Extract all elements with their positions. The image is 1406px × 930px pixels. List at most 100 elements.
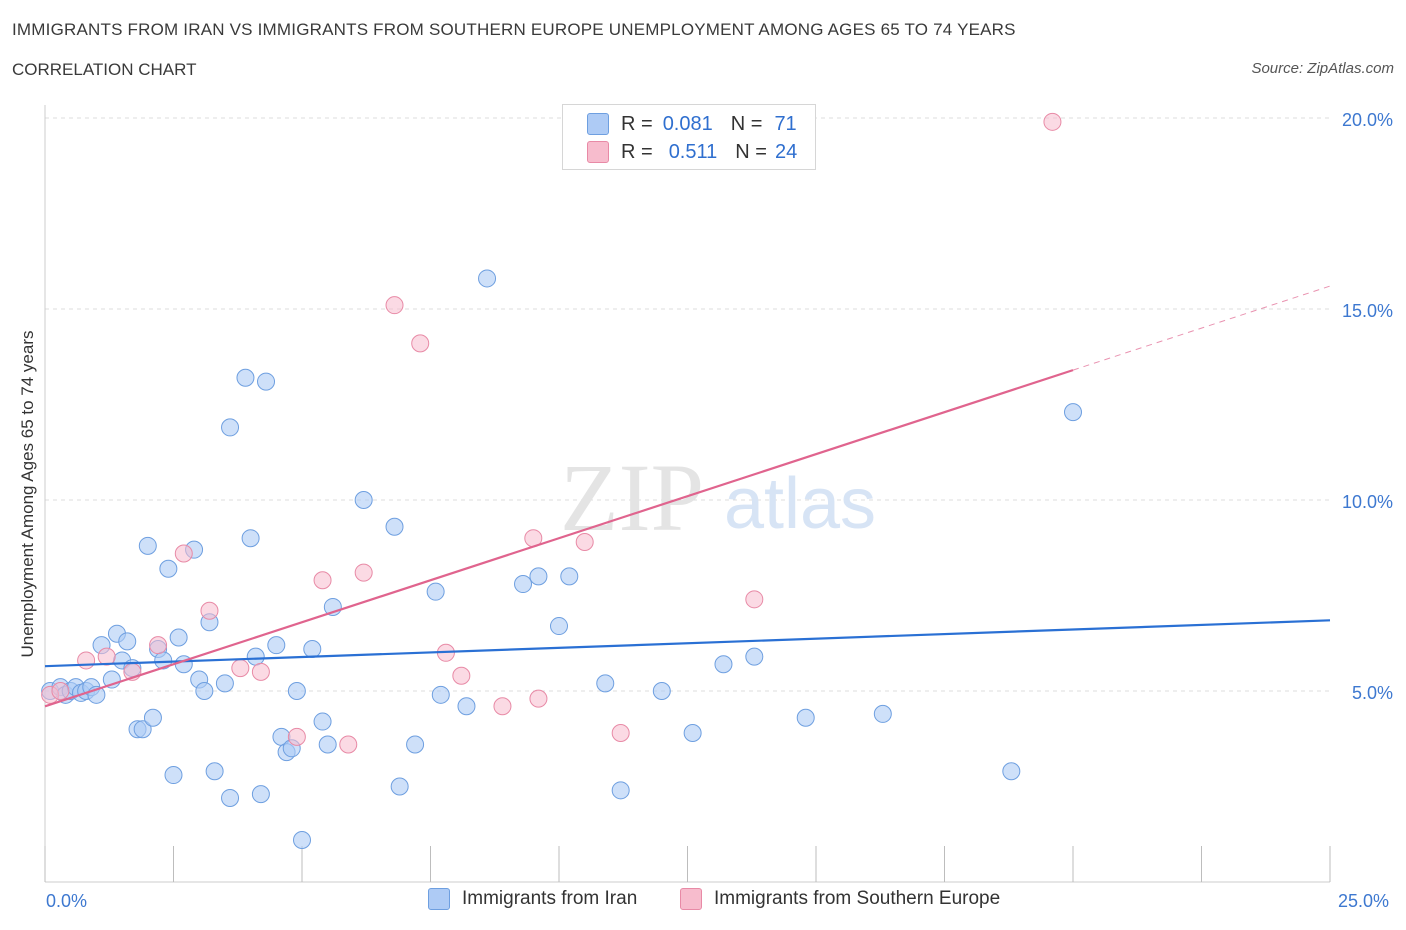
legend-item-southern-europe: Immigrants from Southern Europe [680, 888, 1000, 910]
iran-point [385, 517, 404, 536]
iran-point [560, 567, 579, 586]
grid-layer [45, 117, 1330, 692]
iran-point [596, 674, 615, 693]
southern-europe-point [251, 662, 270, 681]
iran-point [1002, 762, 1021, 781]
y-tick-label: 10.0% [1342, 492, 1393, 512]
iran-point [529, 567, 548, 586]
legend-swatch-southern-europe [587, 141, 609, 163]
southern-europe-point [231, 659, 250, 678]
southern-europe-point [97, 647, 116, 666]
legend-n-value: 71 [774, 112, 797, 135]
legend-swatch-iran [587, 113, 609, 135]
iran-point [246, 647, 265, 666]
iran-point [354, 491, 373, 509]
iran-trend-line [44, 619, 1331, 668]
iran-point [745, 647, 764, 666]
y-tick-labels: 5.0% 10.0% 15.0% 20.0% [1342, 110, 1393, 703]
iran-point [683, 724, 702, 743]
southern-europe-point [339, 735, 358, 754]
series-legend: Immigrants from Iran Immigrants from Sou… [0, 888, 1406, 918]
iran-point [251, 785, 270, 804]
iran-point [293, 830, 311, 849]
southern-europe-point [385, 296, 404, 315]
iran-point [426, 582, 445, 601]
legend-label-southern-europe: Immigrants from Southern Europe [714, 888, 1001, 909]
southern-europe-point [493, 697, 512, 716]
iran-point [221, 418, 240, 437]
southern-europe-point [411, 334, 430, 353]
legend-row-southern-europe: R = 0.511 N = 24 [587, 139, 797, 165]
y-tick-label: 15.0% [1342, 301, 1393, 321]
iran-point [313, 712, 332, 731]
iran-point [236, 368, 255, 387]
southern-europe-point [51, 682, 70, 700]
legend-row-iran: R = 0.081 N = 71 [587, 111, 797, 137]
iran-point [221, 788, 240, 807]
iran-point [241, 529, 260, 548]
iran-series [41, 269, 1082, 849]
iran-point [164, 766, 183, 785]
iran-point [550, 617, 568, 636]
iran-point [267, 636, 286, 655]
iran-point [195, 682, 214, 700]
legend-n-value: 24 [774, 140, 798, 163]
watermark: ZIP atlas [560, 444, 876, 551]
southern-europe-point [1043, 112, 1062, 131]
iran-point [652, 682, 671, 700]
y-tick-label: 20.0% [1342, 110, 1393, 130]
iran-point [143, 708, 162, 727]
legend-r-label: R = [621, 112, 653, 135]
legend-swatch-southern-europe [680, 888, 702, 910]
watermark-atlas: atlas [724, 464, 876, 544]
iran-point [406, 735, 425, 754]
iran-point [133, 720, 152, 739]
source-label: Source: ZipAtlas.com [1251, 60, 1394, 77]
southern-europe-point [452, 666, 471, 685]
iran-point [431, 685, 450, 704]
iran-point [457, 697, 476, 716]
iran-point [318, 735, 337, 754]
southern-europe-series [41, 112, 1062, 754]
y-tick-label: 5.0% [1352, 683, 1393, 703]
southern-europe-trend-extension [1072, 285, 1331, 371]
iran-point [390, 777, 409, 796]
iran-point [1064, 403, 1082, 422]
legend-r-label: R = [621, 140, 653, 163]
legend-r-value: 0.081 [662, 112, 713, 135]
southern-europe-point [149, 636, 168, 655]
legend-label-iran: Immigrants from Iran [462, 888, 638, 909]
chart-title: IMMIGRANTS FROM IRAN VS IMMIGRANTS FROM … [12, 20, 1016, 39]
iran-point [118, 632, 137, 651]
legend-r-value: 0.511 [668, 140, 718, 163]
y-axis-label: Unemployment Among Ages 65 to 74 years [18, 330, 37, 658]
iran-point [159, 559, 178, 578]
southern-europe-point [745, 590, 764, 609]
legend-swatch-iran [428, 888, 450, 910]
trend-layer [44, 285, 1331, 708]
southern-europe-trend-line [44, 369, 1074, 708]
iran-point [873, 704, 892, 723]
iran-point [478, 269, 497, 288]
legend-item-iran: Immigrants from Iran [428, 888, 637, 910]
southern-europe-point [287, 727, 306, 746]
iran-point [138, 536, 157, 555]
iran-point [303, 639, 322, 658]
southern-europe-point [529, 689, 548, 708]
southern-europe-point [200, 601, 219, 620]
southern-europe-point [354, 563, 373, 582]
southern-europe-point [77, 651, 96, 670]
x-tick-label-min: 0.0% [46, 891, 88, 911]
iran-point [205, 762, 224, 781]
correlation-legend: R = 0.081 N = 71 R = 0.511 N = 24 [562, 104, 816, 170]
axis-layer [44, 105, 1331, 883]
iran-point [169, 628, 188, 647]
iran-point [257, 372, 276, 391]
iran-point [287, 682, 306, 700]
southern-europe-point [313, 571, 332, 590]
iran-point [215, 674, 234, 693]
iran-point [514, 575, 533, 594]
iran-point [796, 708, 815, 727]
southern-europe-point [611, 724, 630, 743]
